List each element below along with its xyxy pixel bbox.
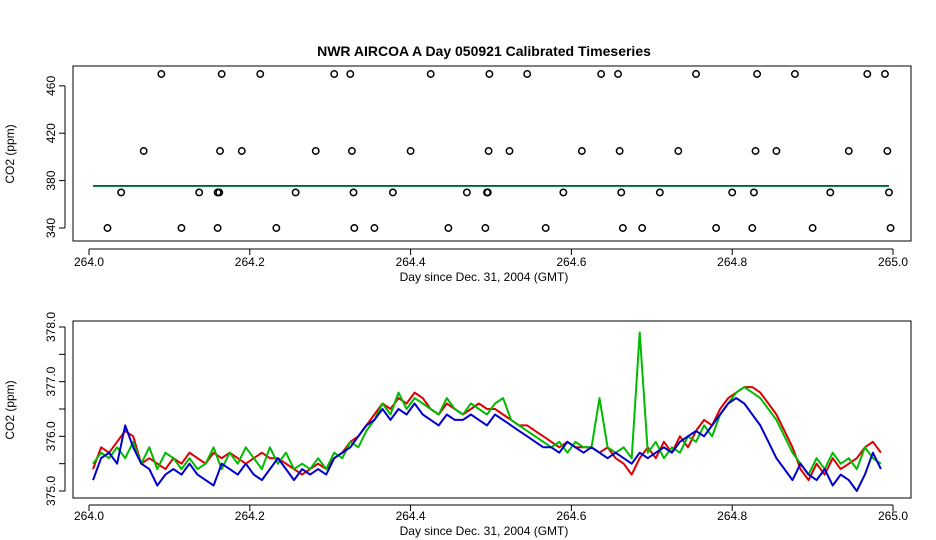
calibration-point [886, 224, 895, 232]
calibration-point [772, 147, 781, 155]
calibration-point [523, 70, 532, 78]
calibration-point [237, 147, 246, 155]
bottom-y-axis-label: CO2 (ppm) [3, 380, 17, 439]
bottom-y-tick-label: 378.0 [44, 312, 58, 342]
bottom-x-tick-label: 264.6 [556, 509, 586, 523]
top-x-tick-label: 264.0 [74, 255, 104, 269]
bottom-x-axis-label: Day since Dec. 31, 2004 (GMT) [400, 524, 569, 538]
calibration-point [157, 70, 166, 78]
bottom-y-tick-label: 377.0 [44, 366, 58, 396]
calibration-point [826, 188, 835, 197]
top-x-tick-label: 264.4 [396, 255, 426, 269]
calibration-point [505, 147, 514, 155]
calibration-point [655, 188, 664, 197]
calibration-point [577, 147, 586, 155]
top-x-tick-label: 264.6 [556, 255, 586, 269]
top-x-tick-label: 264.2 [235, 255, 265, 269]
calibration-point [883, 147, 892, 155]
calibration-point [272, 224, 281, 232]
top-y-tick-label: 460 [44, 76, 58, 96]
calibration-point [844, 147, 853, 155]
bottom-x-tick-label: 264.2 [235, 509, 265, 523]
calibration-point [117, 188, 126, 197]
calibration-point [790, 70, 799, 78]
calibration-point [330, 70, 339, 78]
calibration-point [216, 147, 225, 155]
bottom-y-tick-label: 375.0 [44, 476, 58, 506]
calibration-point [712, 224, 721, 232]
calibration-point [541, 224, 550, 232]
bottom-panel: 264.0 264.2 264.4 264.6 264.8 265.0 375.0 376.… [3, 312, 912, 538]
top-y-tick-label: 340 [44, 218, 58, 238]
bottom-x-tick-label: 264.8 [717, 509, 747, 523]
bottom-x-tick-label: 264.4 [396, 509, 426, 523]
calibration-point [103, 224, 112, 232]
chart-title: NWR AIRCOA A Day 050921 Calibrated Times… [317, 43, 651, 59]
top-y-tick-label: 420 [44, 123, 58, 143]
calibration-point [559, 188, 568, 197]
calibration-point [808, 224, 817, 232]
calibration-point [462, 188, 471, 197]
series-line-green [92, 331, 882, 476]
calibration-point [751, 147, 760, 155]
calibration-point [881, 70, 889, 78]
top-data-marks [93, 70, 895, 232]
top-y-tick-label: 380 [44, 170, 58, 190]
calibration-point [406, 147, 415, 155]
calibration-point [346, 70, 355, 78]
bottom-data-marks [92, 331, 882, 492]
calibration-point [215, 188, 224, 197]
calibration-point [674, 147, 683, 155]
calibration-point [388, 188, 397, 197]
top-x-tick-label: 265.0 [878, 255, 908, 269]
top-x-tick-label: 264.8 [717, 255, 747, 269]
top-y-axis-label: CO2 (ppm) [3, 124, 17, 183]
calibration-point [311, 147, 320, 155]
calibration-point [195, 188, 204, 197]
calibration-point [483, 188, 492, 197]
calibration-point [617, 188, 626, 197]
series-line-red [92, 386, 882, 482]
calibration-point [484, 147, 493, 155]
calibration-point [885, 188, 893, 197]
calibration-point [291, 188, 300, 197]
calibration-point [638, 224, 647, 232]
calibration-point [481, 224, 490, 232]
top-panel: 264.0 264.2 264.4 264.6 264.8 265.0 340 380 420… [3, 65, 912, 284]
bottom-x-axis: 264.0 264.2 264.4 264.6 264.8 265.0 [74, 504, 908, 523]
bottom-plot-frame [72, 320, 912, 499]
calibration-point [349, 188, 358, 197]
bottom-y-tick-label: 376.0 [44, 421, 58, 451]
top-plot-frame [72, 65, 912, 242]
calibration-point [748, 224, 757, 232]
calibration-point [692, 70, 700, 78]
calibration-point [256, 70, 265, 78]
calibration-point [347, 147, 356, 155]
series-line-blue [92, 397, 882, 492]
calibration-point [177, 224, 186, 232]
calibration-point [615, 147, 624, 155]
calibration-point [350, 224, 359, 232]
calibration-point [217, 70, 226, 78]
bottom-x-tick-label: 264.0 [74, 509, 104, 523]
calibration-point [485, 70, 494, 78]
calibration-point [728, 188, 737, 197]
calibration-point [213, 224, 222, 232]
calibration-point [426, 70, 435, 78]
calibration-point [618, 224, 627, 232]
calibration-point [444, 224, 453, 232]
top-y-axis: 340 380 420 460 [44, 76, 66, 238]
bottom-x-tick-label: 265.0 [878, 509, 908, 523]
calibration-point [139, 147, 148, 155]
calibration-point [614, 70, 622, 78]
calibration-point [863, 70, 872, 78]
calibration-point [370, 224, 379, 232]
top-x-axis: 264.0 264.2 264.4 264.6 264.8 265.0 [74, 248, 908, 269]
top-x-axis-label: Day since Dec. 31, 2004 (GMT) [400, 270, 569, 284]
calibration-point [753, 70, 762, 78]
calibration-point [597, 70, 606, 78]
calibration-point [749, 188, 758, 197]
bottom-y-axis: 375.0 376.0 377.0 378.0 [44, 312, 66, 506]
